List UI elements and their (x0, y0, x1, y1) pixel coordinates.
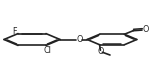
Text: O: O (76, 35, 83, 44)
Text: Cl: Cl (44, 46, 52, 55)
Text: O: O (97, 47, 104, 56)
Text: O: O (142, 25, 148, 34)
Text: F: F (12, 27, 17, 36)
